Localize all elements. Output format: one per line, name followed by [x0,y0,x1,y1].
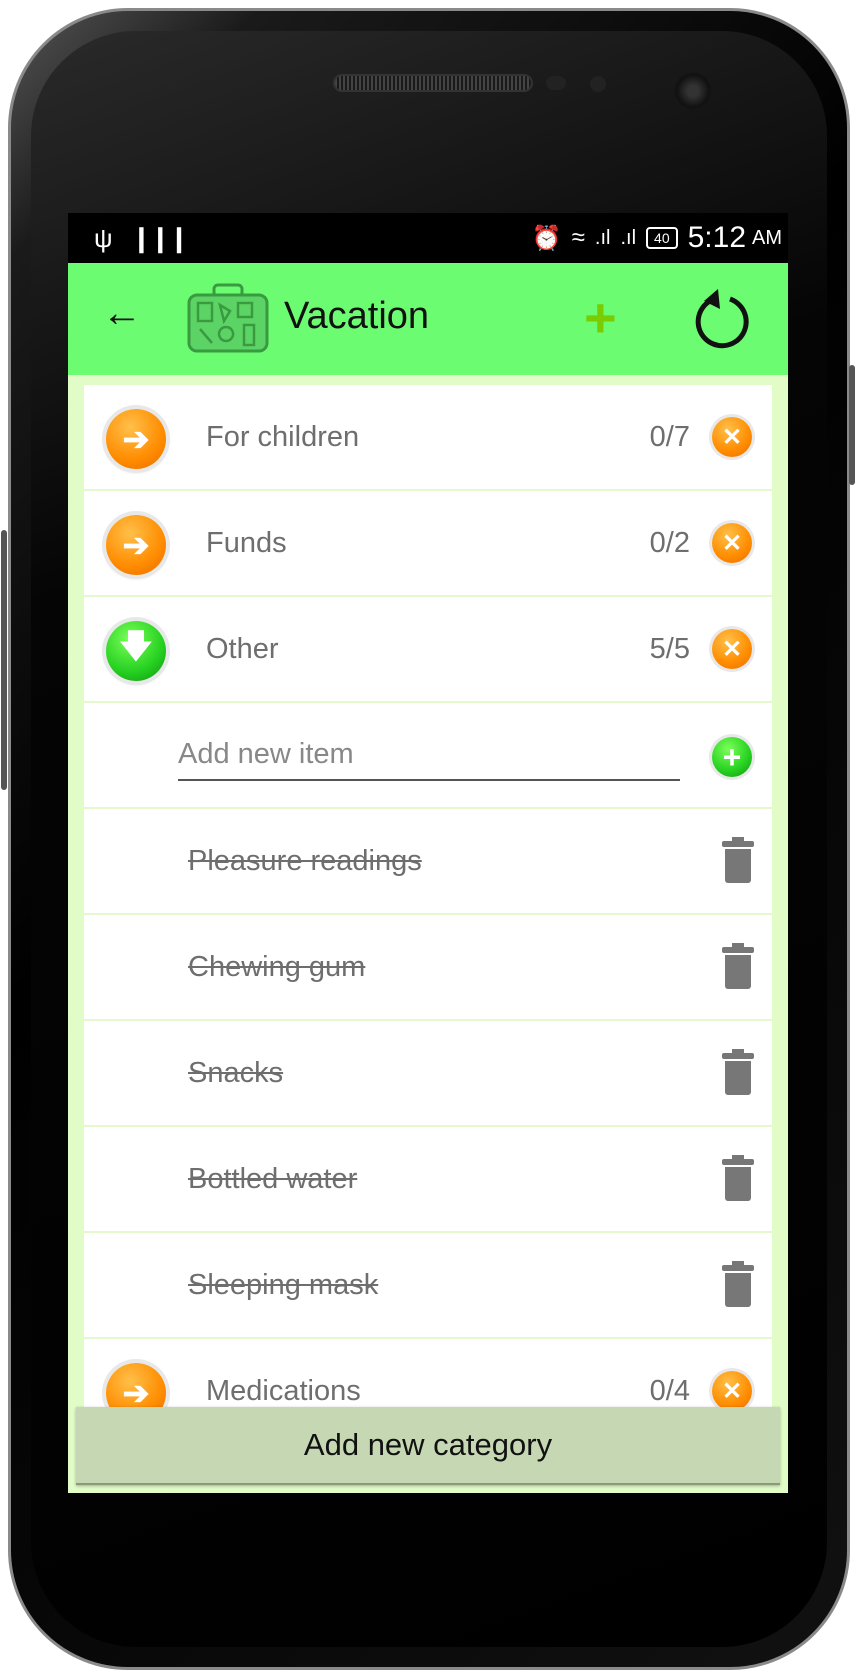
delete-category-icon[interactable]: ✕ [712,629,752,669]
front-camera [674,72,712,110]
category-name: Medications [206,1375,361,1407]
trash-icon[interactable] [722,1155,754,1201]
item-name[interactable]: Sleeping mask [188,1269,379,1301]
category-name: Funds [206,527,287,559]
item-row[interactable]: Snacks [84,1021,772,1127]
category-name: Other [206,633,279,665]
barcode-icon: ❙❙❙ [130,223,190,253]
category-row[interactable]: 🡇 Other 5/5 ✕ [84,597,772,703]
app-bar: ← Vacation + [68,263,788,375]
add-category-button[interactable]: Add new category [76,1407,780,1485]
earpiece-speaker [333,74,533,92]
clock: 5:12 [687,221,746,254]
refresh-icon[interactable] [688,287,752,351]
trash-icon[interactable] [722,1049,754,1095]
item-row[interactable]: Bottled water [84,1127,772,1233]
category-count: 5/5 [649,633,690,665]
category-count: 0/7 [649,421,690,453]
add-item-icon[interactable]: + [712,737,752,777]
add-item-input[interactable] [178,729,680,781]
category-name: For children [206,421,360,453]
volume-button[interactable] [1,530,7,790]
category-count: 0/4 [649,1375,690,1407]
arrow-right-icon[interactable]: ➔ [106,515,166,575]
category-row[interactable]: ➔ Funds 0/2 ✕ [84,491,772,597]
light-sensor [590,76,606,92]
item-row[interactable]: Pleasure readings [84,809,772,915]
category-count: 0/2 [649,527,690,559]
power-button[interactable] [849,365,855,485]
arrow-left-icon[interactable]: ← [102,291,142,335]
item-name[interactable]: Bottled water [188,1163,358,1195]
clock-ampm: AM [752,226,782,249]
wifi-icon: ≈ [571,224,585,251]
plus-icon[interactable]: + [584,286,617,349]
battery-icon: 40 [646,227,678,249]
item-name[interactable]: Chewing gum [188,951,366,983]
screen: ψ ❙❙❙ ⏰ ≈ .ıl .ıl 40 5:12 AM ← Vacation … [68,213,788,1493]
item-name[interactable]: Pleasure readings [188,845,422,877]
item-row[interactable]: Chewing gum [84,915,772,1021]
content-area: ➔ For children 0/7 ✕ ➔ Funds 0/2 ✕ 🡇 Oth… [68,375,788,1493]
category-list[interactable]: ➔ For children 0/7 ✕ ➔ Funds 0/2 ✕ 🡇 Oth… [84,385,772,1456]
delete-category-icon[interactable]: ✕ [712,1371,752,1411]
item-row[interactable]: Sleeping mask [84,1233,772,1339]
item-name[interactable]: Snacks [188,1057,284,1089]
add-item-row: + [84,703,772,809]
trash-icon[interactable] [722,837,754,883]
page-title: Vacation [284,295,430,337]
delete-category-icon[interactable]: ✕ [712,417,752,457]
trash-icon[interactable] [722,1261,754,1307]
alarm-icon: ⏰ [531,224,562,252]
arrow-right-icon[interactable]: ➔ [106,409,166,469]
arrow-down-icon[interactable]: 🡇 [106,621,166,681]
suitcase-icon [187,283,269,353]
proximity-sensor [546,76,566,90]
signal-icon: .ıl [620,226,637,249]
signal-icon: .ıl [594,226,611,249]
status-bar: ψ ❙❙❙ ⏰ ≈ .ıl .ıl 40 5:12 AM [68,213,788,263]
category-row[interactable]: ➔ For children 0/7 ✕ [84,385,772,491]
delete-category-icon[interactable]: ✕ [712,523,752,563]
usb-icon: ψ [94,223,113,253]
trash-icon[interactable] [722,943,754,989]
